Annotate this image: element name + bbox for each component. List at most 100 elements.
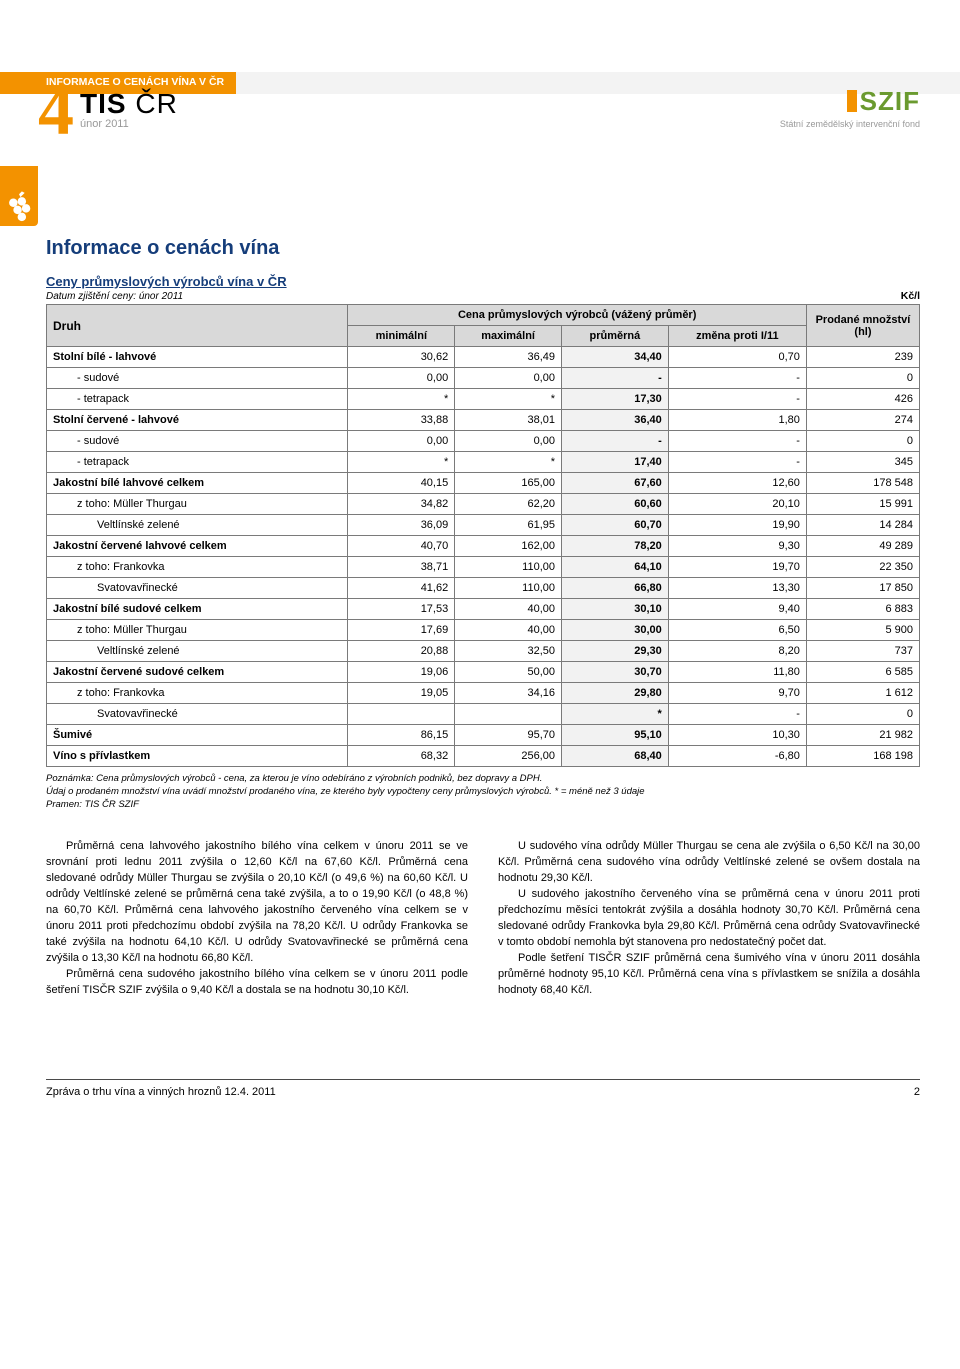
brand-main: TIS (80, 88, 127, 119)
cell-chg: 9,40 (668, 599, 806, 620)
cell-avg: - (561, 368, 668, 389)
footer-page-number: 2 (914, 1086, 920, 1098)
cell-max: 110,00 (455, 578, 562, 599)
cell-chg: 13,30 (668, 578, 806, 599)
body-right-p2: U sudového jakostního červeného vína se … (498, 887, 920, 951)
table-footnotes: Poznámka: Cena průmyslových výrobců - ce… (46, 773, 920, 811)
szif-logo-block: SZIF Státní zemědělský intervenční fond (780, 86, 920, 129)
body-left-p1: Průměrná cena lahvového jakostního bíléh… (46, 839, 468, 967)
cell-min: 68,32 (348, 746, 455, 767)
cell-avg: 30,10 (561, 599, 668, 620)
cell-min: 19,06 (348, 662, 455, 683)
cell-min: 17,69 (348, 620, 455, 641)
cell-label: Šumivé (47, 725, 348, 746)
table-row: z toho: Frankovka19,0534,1629,809,701 61… (47, 683, 920, 704)
cell-max: 38,01 (455, 410, 562, 431)
body-left-p2: Průměrná cena sudového jakostního bílého… (46, 967, 468, 999)
brand-block: TIS ČR únor 2011 (80, 88, 178, 130)
cell-avg: 60,70 (561, 515, 668, 536)
table-row: Stolní bílé - lahvové30,6236,4934,400,70… (47, 347, 920, 368)
cell-qty: 22 350 (806, 557, 919, 578)
cell-avg: 95,10 (561, 725, 668, 746)
cell-qty: 426 (806, 389, 919, 410)
table-row: - sudové0,000,00--0 (47, 431, 920, 452)
table-row: Svatovavřinecké*-0 (47, 704, 920, 725)
table-row: Šumivé86,1595,7095,1010,3021 982 (47, 725, 920, 746)
cell-max: 40,00 (455, 599, 562, 620)
cell-chg: 20,10 (668, 494, 806, 515)
cell-avg: - (561, 431, 668, 452)
col-qty: Prodané množství (hl) (806, 305, 919, 347)
cell-max: 162,00 (455, 536, 562, 557)
col-min: minimální (348, 326, 455, 347)
cell-label: - sudové (47, 368, 348, 389)
cell-qty: 0 (806, 704, 919, 725)
cell-max: 95,70 (455, 725, 562, 746)
cell-avg: 78,20 (561, 536, 668, 557)
cell-max: 62,20 (455, 494, 562, 515)
cell-label: - tetrapack (47, 452, 348, 473)
cell-min: 41,62 (348, 578, 455, 599)
cell-label: Stolní červené - lahvové (47, 410, 348, 431)
cell-min (348, 704, 455, 725)
cell-chg: 9,30 (668, 536, 806, 557)
cell-label: - tetrapack (47, 389, 348, 410)
cell-min: 0,00 (348, 431, 455, 452)
cell-max: 61,95 (455, 515, 562, 536)
cell-label: Jakostní červené lahvové celkem (47, 536, 348, 557)
table-subtitle: Ceny průmyslových výrobců vína v ČR (46, 274, 920, 289)
page-header: 4 TIS ČR únor 2011 SZIF Státní zemědělsk… (0, 72, 960, 187)
cell-label: - sudové (47, 431, 348, 452)
cell-max: 256,00 (455, 746, 562, 767)
cell-qty: 21 982 (806, 725, 919, 746)
issue-badge: 4 TIS ČR únor 2011 (38, 82, 178, 140)
cell-chg: 6,50 (668, 620, 806, 641)
cell-max: 0,00 (455, 431, 562, 452)
cell-qty: 239 (806, 347, 919, 368)
brand-suffix: ČR (135, 88, 177, 119)
cell-avg: 17,40 (561, 452, 668, 473)
table-row: Svatovavřinecké41,62110,0066,8013,3017 8… (47, 578, 920, 599)
cell-avg: 29,80 (561, 683, 668, 704)
cell-max: * (455, 452, 562, 473)
cell-min: 40,70 (348, 536, 455, 557)
cell-avg: 30,70 (561, 662, 668, 683)
cell-qty: 737 (806, 641, 919, 662)
cell-qty: 168 198 (806, 746, 919, 767)
table-row: z toho: Müller Thurgau17,6940,0030,006,5… (47, 620, 920, 641)
table-row: z toho: Müller Thurgau34,8262,2060,6020,… (47, 494, 920, 515)
cell-chg: 8,20 (668, 641, 806, 662)
cell-avg: 17,30 (561, 389, 668, 410)
cell-min: 0,00 (348, 368, 455, 389)
table-row: Jakostní bílé lahvové celkem40,15165,006… (47, 473, 920, 494)
page-title: Informace o cenách vína (46, 237, 920, 260)
table-row: Stolní červené - lahvové33,8838,0136,401… (47, 410, 920, 431)
cell-chg: 10,30 (668, 725, 806, 746)
cell-qty: 17 850 (806, 578, 919, 599)
cell-max: 32,50 (455, 641, 562, 662)
cell-chg: 12,60 (668, 473, 806, 494)
cell-max: 0,00 (455, 368, 562, 389)
cell-min: 34,82 (348, 494, 455, 515)
szif-bar-icon (847, 90, 857, 112)
body-right-p3: Podle šetření TISČR SZIF průměrná cena š… (498, 951, 920, 999)
cell-avg: 30,00 (561, 620, 668, 641)
cell-label: Stolní bílé - lahvové (47, 347, 348, 368)
cell-min: 40,15 (348, 473, 455, 494)
cell-min: * (348, 452, 455, 473)
cell-avg: 64,10 (561, 557, 668, 578)
cell-label: Svatovavřinecké (47, 578, 348, 599)
cell-qty: 178 548 (806, 473, 919, 494)
cell-min: 17,53 (348, 599, 455, 620)
cell-label: Jakostní bílé sudové celkem (47, 599, 348, 620)
cell-max: 165,00 (455, 473, 562, 494)
cell-min: 30,62 (348, 347, 455, 368)
szif-text: SZIF (860, 86, 920, 116)
table-row: Jakostní bílé sudové celkem17,5340,0030,… (47, 599, 920, 620)
cell-qty: 49 289 (806, 536, 919, 557)
cell-chg: 19,90 (668, 515, 806, 536)
cell-qty: 5 900 (806, 620, 919, 641)
cell-chg: - (668, 389, 806, 410)
body-right-p1: U sudového vína odrůdy Müller Thurgau se… (498, 839, 920, 887)
table-row: Víno s přívlastkem68,32256,0068,40-6,801… (47, 746, 920, 767)
